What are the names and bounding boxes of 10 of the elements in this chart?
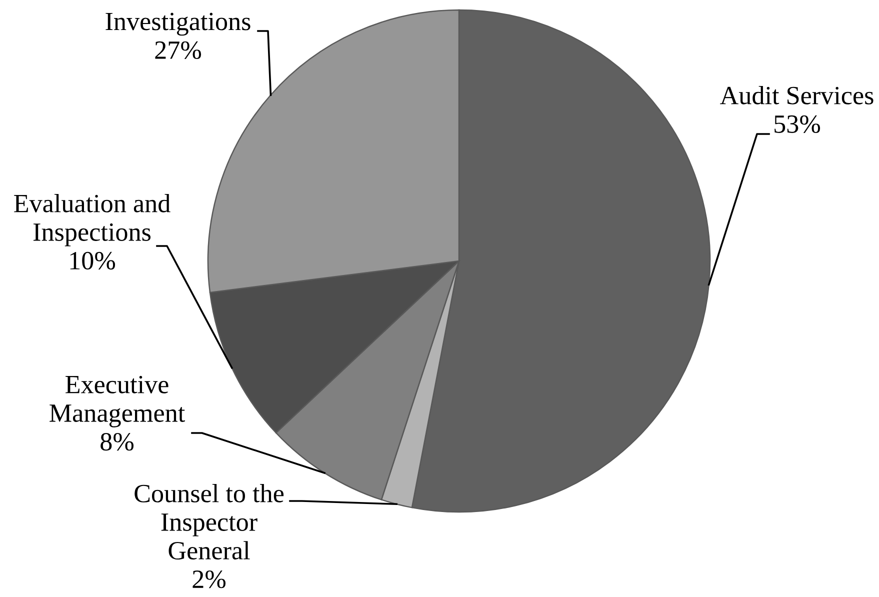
slice-label: Counsel to the Inspector General — [134, 484, 284, 560]
data-label: 53% — [774, 115, 820, 134]
slice-label: Audit Services — [720, 86, 874, 104]
slice-label: Evaluation and Inspections — [14, 194, 170, 246]
data-label: 10% — [70, 252, 116, 270]
data-label: 27% — [155, 41, 202, 60]
slice-label: Investigations — [106, 12, 250, 36]
slice-label: Executive Management — [50, 376, 185, 428]
data-label: 8% — [100, 432, 134, 451]
data-label: 2% — [192, 570, 226, 588]
